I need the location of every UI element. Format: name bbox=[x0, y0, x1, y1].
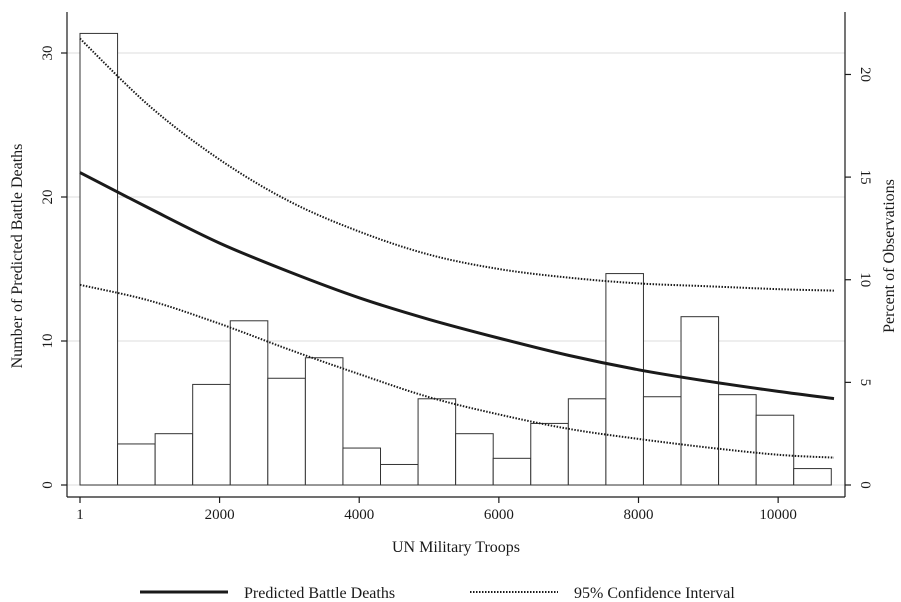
x-tick-label: 1 bbox=[76, 507, 84, 523]
ci-line-1 bbox=[79, 37, 835, 292]
y-left-tick-label: 20 bbox=[40, 190, 56, 205]
histogram-bar bbox=[267, 377, 306, 486]
histogram-bar bbox=[192, 383, 231, 486]
histogram-bar bbox=[718, 394, 757, 486]
y-right-tick-label: 10 bbox=[857, 272, 873, 287]
ci-line-2 bbox=[79, 283, 835, 459]
histogram-bar bbox=[455, 433, 494, 486]
y-left-tick-label: 0 bbox=[40, 481, 56, 489]
y-right-axis-title: Percent of Observations bbox=[881, 179, 898, 333]
y-right-tick-label: 20 bbox=[857, 67, 873, 82]
y-left-tick-label: 10 bbox=[40, 334, 56, 349]
legend-label-predicted: Predicted Battle Deaths bbox=[244, 585, 395, 602]
histogram-bar bbox=[229, 320, 269, 486]
x-axis-title: UN Military Troops bbox=[392, 539, 520, 556]
predicted-line bbox=[79, 171, 835, 401]
histogram-bar bbox=[567, 398, 607, 486]
axes: 0 10 20 30 0 5 10 15 20 1 2000 4000 6000 8000 10000 bbox=[40, 12, 873, 523]
histogram-bar bbox=[492, 457, 532, 486]
histogram-bar bbox=[755, 414, 795, 486]
x-tick-label: 6000 bbox=[484, 507, 514, 523]
y-right-tick-label: 0 bbox=[857, 481, 873, 489]
histogram-bar bbox=[417, 398, 457, 486]
y-right-tick-label: 15 bbox=[857, 170, 873, 185]
legend-label-ci: 95% Confidence Interval bbox=[574, 585, 735, 602]
series-lines bbox=[79, 37, 835, 459]
histogram-bar bbox=[79, 32, 119, 486]
x-tick-label: 4000 bbox=[344, 507, 374, 523]
x-tick-label: 10000 bbox=[759, 507, 797, 523]
histogram-bar bbox=[380, 463, 419, 486]
x-tick-label: 2000 bbox=[205, 507, 235, 523]
histogram-bar bbox=[680, 316, 720, 486]
histogram-bar bbox=[530, 422, 569, 486]
histogram-bar bbox=[342, 447, 382, 486]
histogram-bar bbox=[154, 433, 194, 486]
histogram-bars bbox=[79, 32, 832, 486]
y-right-tick-label: 5 bbox=[857, 379, 873, 387]
histogram-bar bbox=[793, 468, 832, 486]
y-left-tick-label: 30 bbox=[40, 46, 56, 61]
y-left-axis-title: Number of Predicted Battle Deaths bbox=[9, 144, 26, 369]
histogram-bar bbox=[605, 273, 644, 486]
histogram-bar bbox=[304, 357, 344, 486]
histogram-bar bbox=[117, 443, 156, 486]
x-tick-label: 8000 bbox=[624, 507, 654, 523]
legend: Predicted Battle Deaths 95% Confidence I… bbox=[140, 585, 735, 602]
